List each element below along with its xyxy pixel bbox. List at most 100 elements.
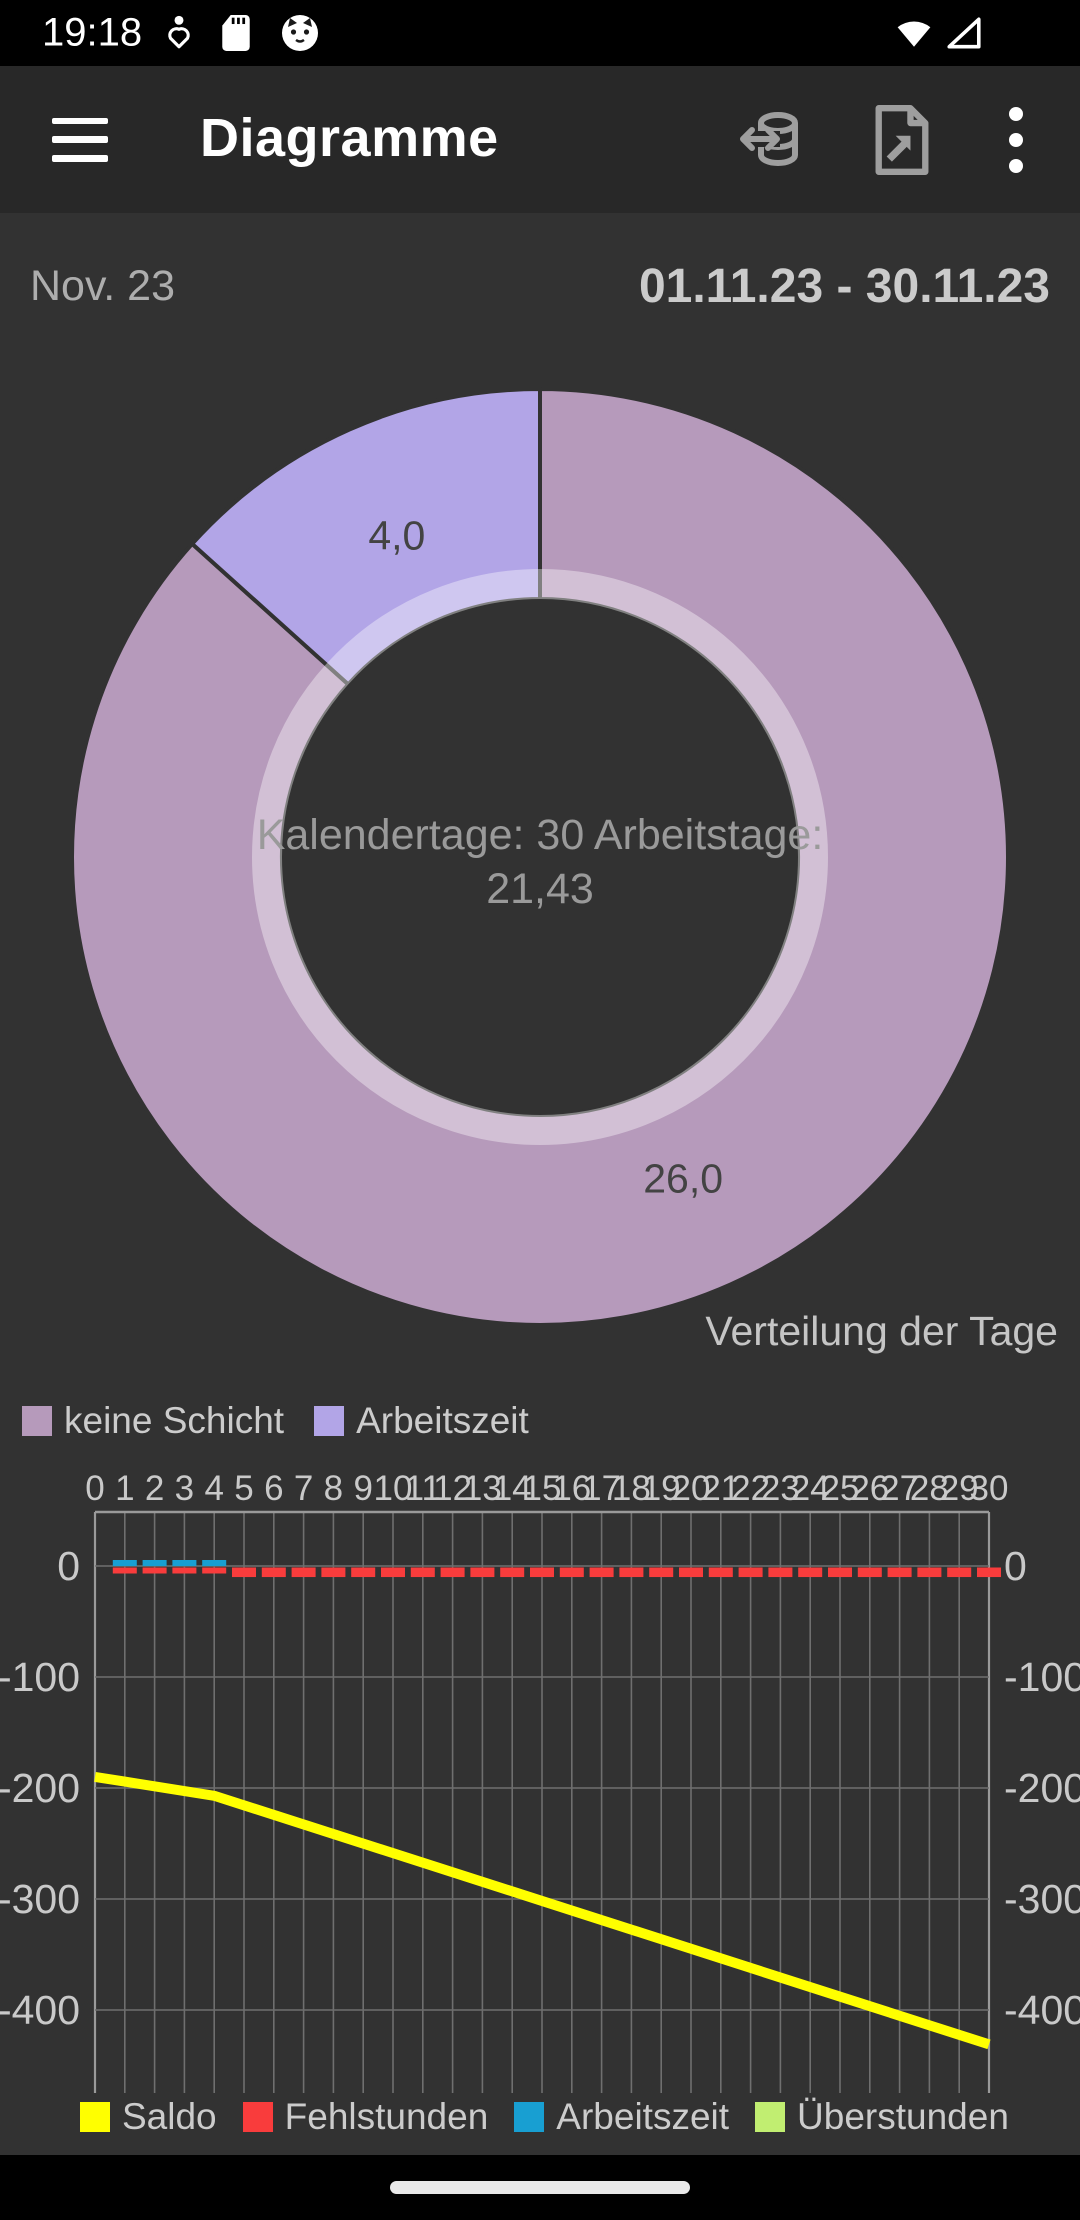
x-axis-label: 22 [731, 1469, 770, 1508]
donut-slice-0[interactable] [70, 387, 1010, 1327]
bar-fehlstunden-day-28 [917, 1567, 942, 1578]
x-axis-label: 29 [940, 1469, 979, 1508]
y-axis-label-left: 0 [57, 1543, 80, 1589]
saldo-line-chart[interactable]: 0 1 2 3 4 5 6 7 8 9 101112131415161718192021222324… [0, 1455, 1080, 2100]
cell-signal-icon [947, 17, 981, 49]
period-range-label: 01.11.23 - 30.11.23 [638, 259, 1050, 313]
bar-fehlstunden-day-12 [440, 1567, 465, 1578]
bar-fehlstunden-day-19 [649, 1567, 674, 1578]
bar-arbeitszeit-day-3 [172, 1560, 197, 1566]
bar-fehlstunden-day-9 [351, 1567, 376, 1578]
pie-legend: keine Schicht Arbeitszeit [22, 1400, 529, 1442]
arbeitszeit-swatch [314, 1406, 345, 1436]
bar-fehlstunden-day-6 [261, 1567, 286, 1578]
donut-slice-1[interactable] [190, 387, 542, 687]
cat-app-icon [282, 15, 318, 51]
x-axis-label: 18 [612, 1469, 651, 1508]
legend-item-ueberstunden: Überstunden [755, 2096, 1009, 2138]
bar-fehlstunden-day-10 [381, 1567, 405, 1578]
gesture-pill[interactable] [390, 2181, 690, 2194]
slice-value-label: 4,0 [368, 512, 425, 558]
x-axis-label: 4 [204, 1469, 223, 1508]
legend-label: Arbeitszeit [556, 2096, 730, 2137]
legend-item-arbeitszeit: Arbeitszeit [314, 1400, 529, 1442]
bar-fehlstunden-day-23 [768, 1567, 793, 1578]
bar-fehlstunden-day-26 [857, 1567, 882, 1578]
x-axis-label: 2 [145, 1469, 164, 1508]
donut-center-text: Kalendertage: 30 Arbeitstage: 21,43 [257, 811, 824, 913]
arbeitszeit-line-swatch [514, 2102, 545, 2132]
x-axis-label: 30 [970, 1469, 1009, 1508]
legend-label: keine Schicht [64, 1400, 285, 1441]
legend-label: Fehlstunden [284, 2096, 489, 2137]
x-axis-label: 12 [433, 1469, 472, 1508]
bar-fehlstunden-day-3 [172, 1567, 197, 1574]
bar-arbeitszeit-day-1 [112, 1560, 137, 1566]
bar-series [112, 1560, 1001, 1578]
bar-fehlstunden-day-4 [202, 1567, 227, 1574]
x-axis-label: 9 [353, 1469, 372, 1508]
legend-item-arbeitszeit: Arbeitszeit [514, 2096, 729, 2138]
donut-slices: 26,0 4,0 [70, 387, 1010, 1327]
y-axis-label-left: -100 [0, 1654, 80, 1700]
bar-fehlstunden-day-15 [530, 1567, 554, 1578]
x-axis-label: 21 [701, 1469, 740, 1508]
fehlstunden-swatch [242, 2102, 273, 2132]
x-axis-label: 15 [523, 1469, 562, 1508]
x-axis-label: 27 [880, 1469, 919, 1508]
x-axis-label: 26 [850, 1469, 889, 1508]
y-axis-label-right: -200 [1004, 1765, 1080, 1811]
bar-fehlstunden-day-18 [619, 1567, 644, 1578]
y-axis-label-right: -100 [1004, 1654, 1080, 1700]
keine-schicht-swatch [22, 1406, 52, 1436]
sd-card-icon [222, 15, 250, 51]
distribution-donut-chart[interactable]: 26,0 4,0 Kalendertage: 30 Arbeitstage: 21,4… [0, 360, 1080, 1400]
status-bar: 19:18 [0, 0, 1080, 66]
hamburger-menu-icon[interactable] [52, 117, 108, 162]
wellbeing-heart-icon [168, 15, 190, 49]
bar-fehlstunden-day-27 [887, 1567, 912, 1578]
overflow-menu-icon[interactable] [1005, 102, 1027, 178]
x-axis-label: 20 [672, 1469, 711, 1508]
bar-fehlstunden-day-13 [470, 1567, 495, 1578]
wifi-icon [897, 21, 931, 47]
x-axis-label: 28 [910, 1469, 949, 1508]
bar-fehlstunden-day-2 [142, 1567, 167, 1574]
bar-arbeitszeit-day-4 [202, 1560, 227, 1566]
page-title: Diagramme [200, 107, 499, 168]
bar-fehlstunden-day-25 [828, 1567, 852, 1578]
period-row: Nov. 23 01.11.23 - 30.11.23 [0, 238, 1080, 334]
bar-fehlstunden-day-11 [410, 1567, 435, 1578]
period-month-label: Nov. 23 [30, 261, 175, 310]
x-axis-label: 14 [493, 1469, 532, 1508]
x-axis-label: 10 [374, 1469, 413, 1508]
bar-fehlstunden-day-5 [232, 1567, 256, 1578]
saldo-swatch [80, 2102, 110, 2132]
navigation-bar [0, 2155, 1080, 2220]
x-axis-label: 6 [264, 1469, 283, 1508]
x-axis-label: 13 [463, 1469, 502, 1508]
legend-item-saldo: Saldo [80, 2096, 217, 2138]
x-axis-label: 7 [294, 1469, 313, 1508]
data-import-export-icon[interactable] [736, 106, 804, 174]
x-axis-label: 0 [85, 1469, 104, 1508]
x-axis-label: 1 [115, 1469, 134, 1508]
legend-label: Arbeitszeit [356, 1400, 529, 1441]
y-axis-label-right: 0 [1004, 1543, 1027, 1589]
x-axis-label: 11 [405, 1469, 441, 1508]
x-axis-label: 8 [324, 1469, 343, 1508]
x-axis-label: 25 [821, 1469, 860, 1508]
bar-fehlstunden-day-20 [679, 1567, 703, 1578]
app-bar: Diagramme [0, 66, 1080, 213]
x-axis-label: 3 [175, 1469, 194, 1508]
y-axis-label-right: -400 [1004, 1987, 1080, 2033]
legend-label: Überstunden [797, 2096, 1009, 2137]
donut-inner-ring [252, 569, 828, 1145]
bar-fehlstunden-day-29 [947, 1567, 972, 1578]
bar-fehlstunden-day-7 [291, 1567, 316, 1578]
y-axis-label-left: -300 [0, 1876, 80, 1922]
export-file-icon[interactable] [870, 104, 934, 176]
slice-value-label: 26,0 [643, 1156, 723, 1202]
ueberstunden-swatch [755, 2102, 786, 2132]
